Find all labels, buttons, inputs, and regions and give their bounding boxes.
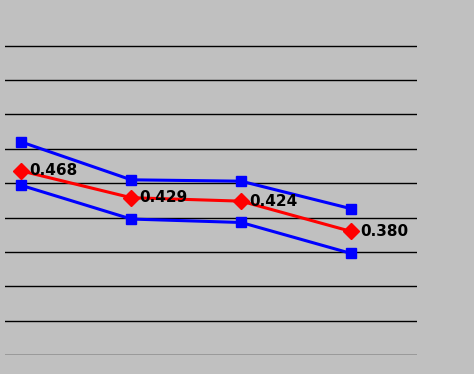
Text: 0.429: 0.429	[139, 190, 187, 205]
Text: 0.468: 0.468	[29, 163, 77, 178]
Text: 0.424: 0.424	[249, 194, 297, 209]
Text: 0.380: 0.380	[360, 224, 408, 239]
